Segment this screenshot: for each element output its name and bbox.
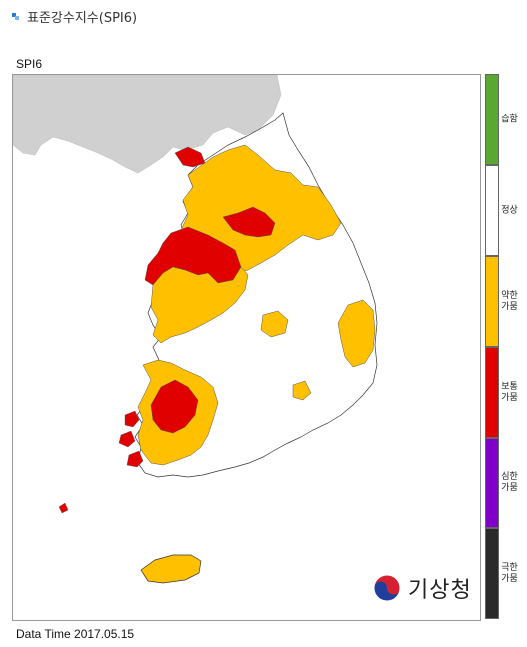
- kma-taegeuk-icon: [373, 574, 401, 602]
- legend-swatch: [485, 165, 499, 256]
- legend-item-moderate: 보통 가뭄: [485, 347, 519, 438]
- kma-logo-text: 기상청: [408, 578, 472, 603]
- map-area: [12, 74, 481, 621]
- drought-moderate-central: [222, 206, 276, 238]
- legend: 습함 정상 약한 가뭄 보통 가뭄 심한 가뭄 극한 가뭄: [485, 74, 519, 619]
- legend-swatch: [485, 74, 499, 165]
- legend-swatch: [485, 528, 499, 619]
- page-header: 표준강수지수(SPI6): [12, 6, 137, 26]
- kma-logo: 기상청: [372, 572, 472, 604]
- legend-swatch: [485, 347, 499, 438]
- legend-item-severe: 심한 가뭄: [485, 438, 519, 528]
- drought-weak-center: [260, 310, 289, 338]
- jeju-island: [140, 554, 202, 584]
- island-red-1: [124, 410, 140, 428]
- legend-label: 보통 가뭄: [501, 381, 518, 403]
- island-red-3: [126, 450, 144, 468]
- drought-weak-south-center: [292, 380, 312, 401]
- legend-item-normal: 정상: [485, 165, 519, 256]
- korea-map: [13, 75, 378, 584]
- legend-label: 심한 가뭄: [501, 472, 518, 493]
- legend-label: 습함: [501, 114, 518, 124]
- legend-item-weak: 약한 가뭄: [485, 256, 519, 347]
- header-bullet-icon: [12, 12, 19, 20]
- legend-swatch: [485, 438, 499, 528]
- legend-label: 극한 가뭄: [501, 562, 518, 584]
- drought-weak-east: [337, 299, 376, 368]
- island-red-4: [58, 502, 69, 514]
- legend-label: 정상: [501, 205, 518, 215]
- data-time: Data Time 2017.05.15: [16, 627, 135, 641]
- drought-weak-west: [150, 266, 249, 344]
- page-title: 표준강수지수(SPI6): [27, 10, 138, 26]
- legend-label: 약한 가뭄: [501, 290, 518, 312]
- drought-moderate-incheon: [174, 146, 206, 168]
- legend-item-extreme: 극한 가뭄: [485, 528, 519, 619]
- island-red-2: [118, 430, 136, 448]
- legend-swatch: [485, 256, 499, 347]
- map-label: SPI6: [16, 57, 43, 71]
- legend-item-wet: 습함: [485, 74, 519, 165]
- drought-moderate-southwest: [150, 379, 199, 434]
